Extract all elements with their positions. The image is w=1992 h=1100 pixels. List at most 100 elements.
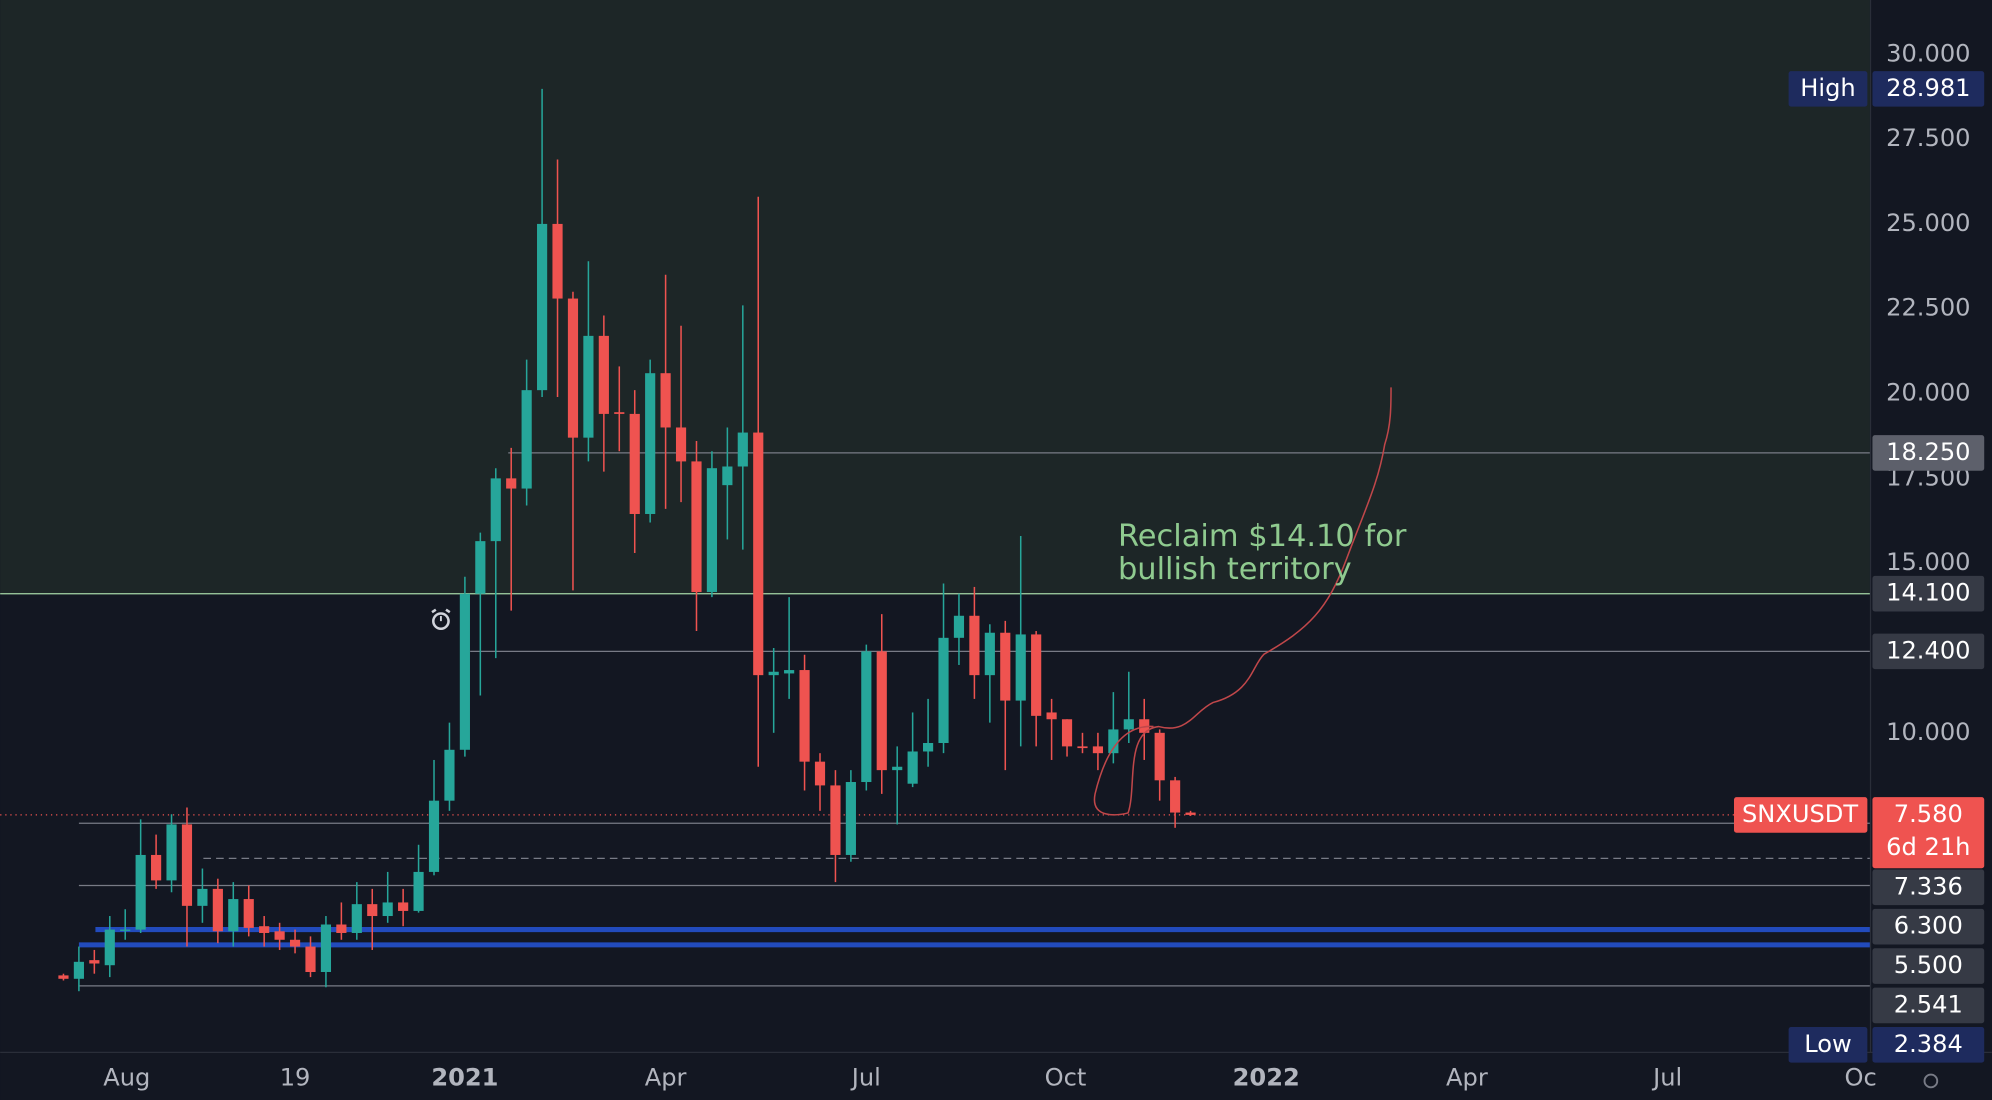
candle-body [1185, 812, 1196, 815]
candle-body [537, 223, 548, 391]
candle-body [892, 766, 903, 771]
y-tick-label: 25.000 [1886, 209, 1970, 237]
level-tag [1872, 869, 1985, 906]
level-value: 7.336 [1894, 872, 1963, 900]
level-tag [1872, 575, 1985, 612]
candle-body [722, 466, 733, 486]
candle-body [645, 373, 656, 514]
y-tick-label: 22.500 [1886, 294, 1970, 322]
annotation: bullish territory [1118, 552, 1352, 587]
y-tick-label: 27.500 [1886, 124, 1970, 152]
candle-body [444, 749, 455, 801]
candle-body [73, 961, 84, 979]
candle-body [243, 899, 254, 928]
level-tag [1872, 633, 1985, 670]
candle-body [938, 637, 949, 743]
candle-body [104, 929, 115, 966]
candle-body [923, 742, 934, 752]
level-value: 5.500 [1894, 951, 1963, 979]
candle-body [953, 615, 965, 638]
candle-body [614, 412, 625, 414]
candle-body [675, 427, 687, 462]
candle-body [1154, 732, 1165, 781]
candle-body [799, 670, 810, 762]
candle-body [1139, 719, 1150, 733]
low-tag-label: Low [1804, 1030, 1852, 1058]
alarm-icon [431, 608, 451, 631]
level-value: 12.400 [1886, 636, 1970, 664]
candle-body [428, 800, 440, 872]
y-tick-label: 30.000 [1886, 39, 1970, 67]
low-value-box [1872, 1027, 1985, 1063]
candle-body [629, 413, 640, 514]
level-value: 6.300 [1894, 912, 1963, 940]
candle-body [521, 390, 532, 489]
candle-body [89, 960, 100, 964]
candle-body [228, 899, 239, 932]
candle-body [969, 615, 980, 676]
candle-body [984, 632, 995, 676]
candle-body [706, 468, 718, 593]
projection-path [1093, 387, 1392, 816]
candle-body [305, 946, 316, 973]
candle-body [737, 432, 748, 467]
candle-body [135, 854, 146, 930]
candle-body [660, 373, 671, 428]
candle-body [382, 902, 393, 917]
x-tick-label: Oct [1045, 1063, 1087, 1091]
x-tick-label: Jul [850, 1063, 881, 1091]
candle-body [398, 902, 409, 911]
candle-body [845, 782, 856, 855]
symbol-tag [1733, 797, 1868, 833]
last-price-box [1872, 797, 1985, 869]
x-tick-label: 2022 [1233, 1063, 1300, 1091]
candle-body [475, 541, 486, 594]
high-tag [1788, 71, 1868, 107]
settings-icon[interactable] [1923, 1073, 1939, 1089]
candle-body [1061, 719, 1073, 747]
y-tick-label: 10.000 [1886, 718, 1970, 746]
candle-body [1046, 712, 1057, 720]
candle-body [506, 478, 517, 489]
candle-body [320, 924, 332, 973]
high-tag-label: High [1800, 74, 1855, 102]
candle-body [876, 651, 887, 771]
x-tick-label: 2021 [431, 1063, 498, 1091]
candle-body [598, 335, 609, 414]
candle-body [197, 888, 208, 906]
candle-body [567, 298, 579, 438]
candle-body [120, 929, 131, 931]
level-value: 14.100 [1886, 579, 1970, 607]
x-tick-label: Jul [1651, 1063, 1682, 1091]
candle-body [459, 593, 470, 750]
candle-body [58, 975, 69, 979]
level-value: 18.250 [1886, 438, 1970, 466]
candle-body [336, 924, 347, 933]
candle-body [151, 854, 162, 881]
level-value: 2.541 [1894, 990, 1963, 1018]
candle-body [490, 478, 501, 542]
candle-body [1108, 729, 1119, 754]
candle-body [1092, 746, 1103, 754]
candle-body [784, 670, 795, 674]
x-tick-label: Aug [103, 1063, 150, 1091]
candle-body [367, 904, 378, 917]
candle-body [413, 871, 424, 911]
low-tag [1788, 1027, 1868, 1063]
x-tick-label: Apr [645, 1063, 687, 1091]
candle-body [259, 926, 270, 933]
bullish-zone [0, 0, 1870, 594]
candle-body [1170, 780, 1181, 813]
candle-body [583, 335, 594, 438]
candle-body [691, 461, 702, 593]
time-axis [0, 1053, 1992, 1100]
candle-body [861, 651, 872, 783]
high-value: 28.981 [1886, 74, 1970, 102]
level-tag [1872, 908, 1985, 945]
candle-body [768, 671, 779, 676]
x-tick-label: Apr [1446, 1063, 1488, 1091]
candle-body [1123, 719, 1134, 730]
candle-body [753, 432, 764, 676]
